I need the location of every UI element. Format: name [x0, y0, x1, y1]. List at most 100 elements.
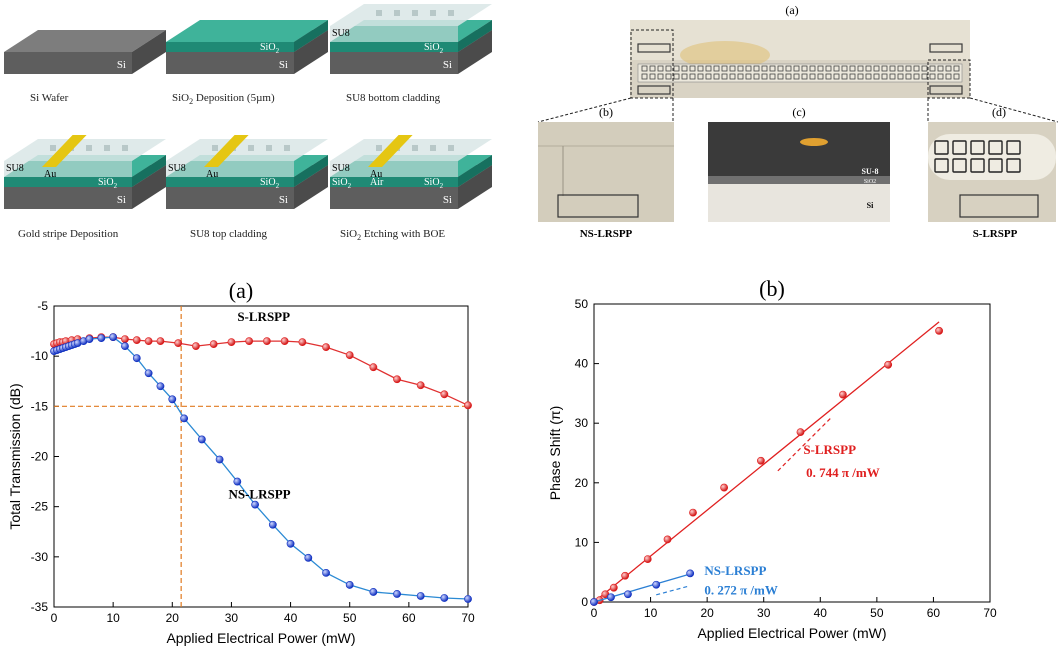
x-tick-label: 50: [870, 606, 884, 620]
chip-pad: [785, 65, 792, 72]
sio2-layer-side: [294, 20, 328, 52]
step-caption-3: SU8 bottom cladding: [346, 92, 441, 104]
ns-lrspp-annotation: NS-LRSPP: [228, 487, 290, 502]
si-label: Si: [279, 59, 288, 71]
su8-via: [448, 145, 454, 151]
photo-panels: (a) (b) NS-LRSPP (c) SU-8 SiO2 Si: [537, 3, 1058, 240]
au-label: Au: [206, 169, 218, 180]
su8-label: SU8: [332, 28, 350, 39]
chip-pad: [849, 65, 856, 72]
data-point: [322, 568, 330, 577]
chip-pad: [689, 73, 696, 80]
chip-pad: [921, 65, 928, 72]
si-label: Si: [443, 194, 452, 206]
y-tick-label: 30: [575, 416, 589, 430]
data-point: [168, 395, 177, 404]
chip-pad: [897, 73, 904, 80]
data-point: [268, 520, 277, 529]
photo-b: [538, 122, 674, 222]
chip-pad: [865, 65, 872, 72]
plot-frame: [593, 303, 991, 603]
chip-pad: [769, 73, 776, 80]
y-axis-label: Total Transmission (dB): [7, 383, 23, 529]
su8-via: [248, 145, 254, 151]
step-caption-4: Gold stripe Deposition: [18, 228, 119, 240]
data-point: [209, 340, 218, 349]
series-line-ns-lrspp: [53, 336, 469, 600]
chip-pad: [929, 65, 936, 72]
sio2-label: SiO2: [260, 42, 280, 55]
su8-layer-top: [330, 4, 492, 26]
chip-pad: [921, 73, 928, 80]
chip-pad: [825, 65, 832, 72]
su8-layer: [330, 161, 458, 177]
data-point: [689, 508, 697, 517]
data-point: [132, 354, 141, 363]
chip-pad: [641, 73, 648, 80]
y-tick-label: 50: [575, 297, 589, 311]
si-layer-side: [294, 165, 328, 209]
x-axis-label: Applied Electrical Power (mW): [166, 630, 355, 646]
sio2-label: SiO2: [424, 42, 444, 55]
data-point: [97, 334, 106, 343]
chip-pad: [713, 73, 720, 80]
chip-pad: [833, 73, 840, 80]
fit-line-s-lrspp: [593, 321, 940, 603]
data-point: [393, 375, 401, 384]
sio2-layer-side: [458, 20, 492, 52]
data-point: [369, 588, 378, 596]
photo-label-b: (b): [599, 105, 613, 119]
data-point: [369, 363, 378, 372]
series-line-s-lrspp: [53, 336, 469, 406]
si-layer: [330, 52, 458, 74]
data-point: [607, 593, 615, 602]
step-caption-1: Si Wafer: [30, 92, 69, 104]
data-point: [156, 382, 165, 391]
chip-pad: [825, 73, 832, 80]
chip-pad: [809, 65, 816, 72]
chip-pad: [761, 73, 768, 80]
heater-pad: [952, 140, 967, 155]
heater-pad: [1006, 140, 1021, 155]
step-caption-2: SiO2 Deposition (5µm): [172, 92, 275, 107]
chip-pad: [641, 65, 648, 72]
su8-via: [412, 145, 418, 151]
chip-pad: [945, 73, 952, 80]
su8-layer-top: [330, 139, 492, 161]
si-layer-side: [132, 165, 166, 209]
su8-layer-top: [166, 139, 328, 161]
data-point: [197, 435, 206, 444]
chip-pad: [681, 65, 688, 72]
data-point: [652, 580, 661, 589]
data-point: [621, 571, 630, 580]
x-tick-label: 20: [700, 606, 714, 620]
chip-pad: [913, 65, 920, 72]
su8-label: SU8: [168, 163, 186, 174]
data-point: [416, 592, 425, 600]
photo-label-a: (a): [785, 3, 798, 17]
data-point: [245, 337, 254, 346]
chip-pad: [745, 73, 752, 80]
y-axis-label: Phase Shift (π): [547, 406, 563, 500]
si-layer: [4, 52, 132, 74]
x-tick-label: 10: [644, 606, 658, 620]
data-point: [174, 339, 183, 348]
chip-pad: [793, 65, 800, 72]
y-tick-label: 0: [581, 595, 588, 609]
data-point: [180, 414, 189, 423]
su8-layer: [166, 161, 294, 177]
au-stripe: [368, 135, 413, 167]
x-tick-label: 30: [225, 611, 239, 625]
data-point: [935, 326, 943, 335]
data-point: [144, 369, 153, 378]
data-point: [144, 337, 153, 346]
sio2-label: SiO2: [260, 177, 280, 190]
chip-pad: [737, 73, 744, 80]
su8-via: [448, 10, 454, 16]
data-point: [686, 569, 695, 578]
chip-pad: [721, 65, 728, 72]
chip-pad: [881, 73, 888, 80]
su8-label: SU8: [6, 163, 24, 174]
x-tick-label: 60: [402, 611, 416, 625]
data-point: [624, 590, 632, 599]
